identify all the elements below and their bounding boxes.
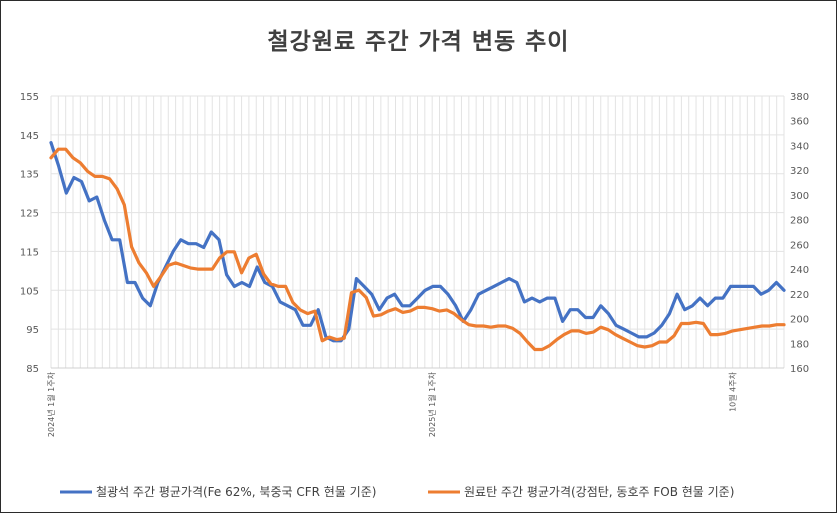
series-lines xyxy=(49,141,786,352)
gridlines xyxy=(50,95,785,369)
x-axis-tick-label: 10월 4주차 xyxy=(728,371,738,412)
right-axis-tick-label: 160 xyxy=(790,364,809,375)
right-y-axis: 160 180 200 220 240 260 280 300 320 340 360 380 xyxy=(790,92,809,375)
left-axis-tick-label: 145 xyxy=(20,131,39,142)
right-axis-tick-label: 180 xyxy=(790,339,809,350)
left-axis-tick-label: 115 xyxy=(20,247,39,258)
x-axis-tick-label: 2025년 1월 1주차 xyxy=(427,371,437,437)
right-axis-tick-label: 300 xyxy=(790,191,809,202)
legend-label-coking-coal: 원료탄 주간 평균가격(강점탄, 동호주 FOB 현물 기준) xyxy=(464,485,734,499)
right-axis-tick-label: 200 xyxy=(790,315,809,326)
right-axis-tick-label: 280 xyxy=(790,216,809,227)
chart-title: 철강원료 주간 가격 변동 추이 xyxy=(267,29,570,55)
left-axis-tick-label: 95 xyxy=(26,325,39,336)
left-axis-tick-label: 125 xyxy=(20,209,39,220)
series-line-coking-coal xyxy=(49,147,786,352)
x-axis-tick-label: 2024년 1월 1주차 xyxy=(46,371,56,437)
right-axis-tick-label: 380 xyxy=(790,92,809,103)
left-axis-tick-label: 85 xyxy=(26,364,39,375)
left-axis-tick-label: 105 xyxy=(20,286,39,297)
left-axis-tick-label: 135 xyxy=(20,170,39,181)
legend-label-iron-ore: 철광석 주간 평균가격(Fe 62%, 북중국 CFR 현물 기준) xyxy=(96,485,376,499)
right-axis-tick-label: 220 xyxy=(790,290,809,301)
right-axis-tick-label: 240 xyxy=(790,265,809,276)
right-axis-tick-label: 320 xyxy=(790,166,809,177)
x-axis: 2024년 1월 1주차 2025년 1월 1주차 10월 4주차 xyxy=(46,367,784,437)
right-axis-tick-label: 360 xyxy=(790,117,809,128)
legend: 철광석 주간 평균가격(Fe 62%, 북중국 CFR 현물 기준) 원료탄 주… xyxy=(60,485,734,499)
right-axis-tick-label: 340 xyxy=(790,141,809,152)
left-axis-tick-label: 155 xyxy=(20,92,39,103)
right-axis-tick-label: 260 xyxy=(790,240,809,251)
series-line-iron-ore xyxy=(49,141,786,343)
left-y-axis: 85 95 105 115 125 135 145 155 xyxy=(20,92,39,375)
